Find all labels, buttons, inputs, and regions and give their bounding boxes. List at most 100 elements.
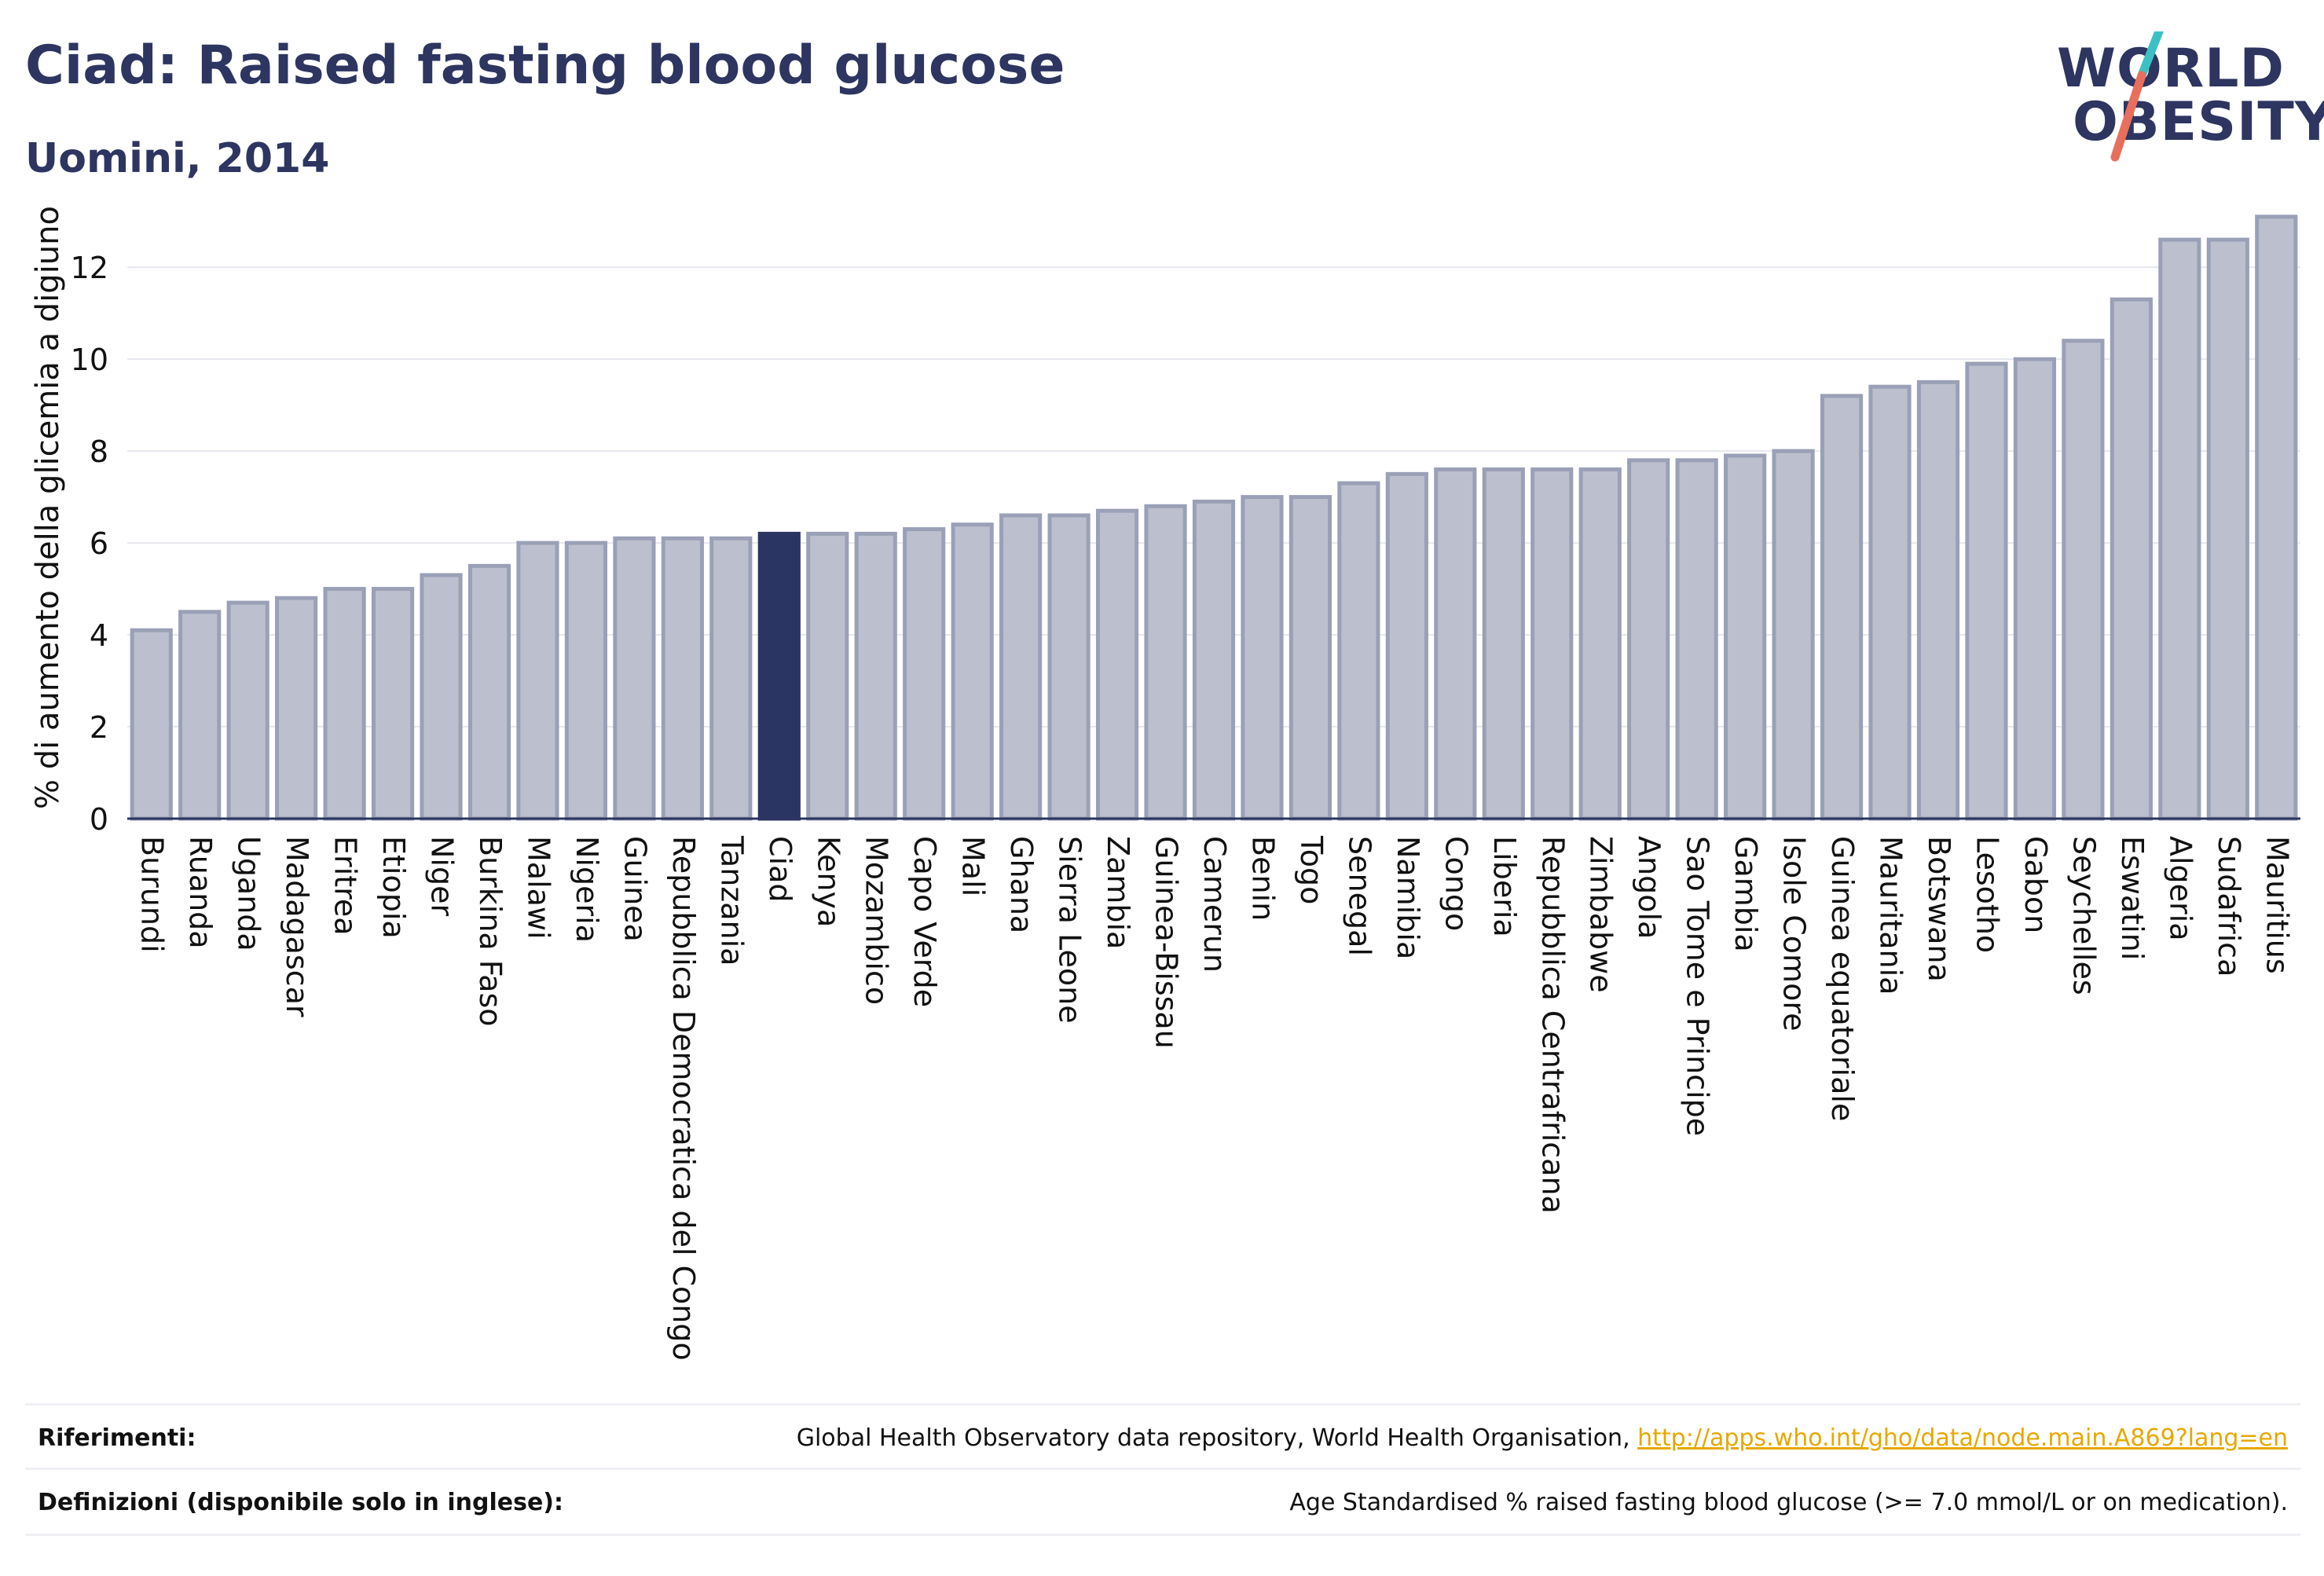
bar-ghana[interactable]: [999, 513, 1043, 821]
x-tick-label: Mauritania: [1874, 836, 1908, 995]
x-tick-label: Tanzania: [714, 835, 749, 966]
bar-guinea[interactable]: [613, 536, 656, 821]
page-subtitle: Uomini, 2014: [25, 135, 330, 182]
bar-nigeria[interactable]: [564, 541, 608, 821]
bar-zimbabwe[interactable]: [1578, 467, 1622, 821]
bar-togo[interactable]: [1288, 495, 1332, 821]
bar-malawi[interactable]: [516, 541, 559, 821]
bar-kenya[interactable]: [806, 531, 849, 821]
bar-guinea-bissau[interactable]: [1144, 504, 1187, 821]
bar-ciad[interactable]: [757, 531, 801, 821]
bar-chart: 0 2 4 6 8 10 12 Burundi Ruanda Uganda Madagascar E…: [30, 206, 2300, 1361]
bar-capo-verde[interactable]: [903, 527, 946, 821]
bar-madagascar[interactable]: [275, 596, 318, 821]
bar-tanzania[interactable]: [709, 536, 753, 821]
bar-guinea-equatoriale[interactable]: [1820, 394, 1864, 821]
x-tick-label: Niger: [425, 836, 460, 916]
x-tick-label: Senegal: [1342, 836, 1376, 956]
page-title: Ciad: Raised fasting blood glucose: [25, 35, 1065, 97]
x-tick-label: Camerun: [1197, 836, 1232, 973]
x-tick-label: Repubblica Democratica del Congo: [666, 836, 701, 1361]
bar-etiopia[interactable]: [371, 587, 415, 821]
bar-mauritius[interactable]: [2255, 214, 2298, 821]
x-tick-label: Zimbabwe: [1584, 836, 1618, 993]
x-tick-label: Gambia: [1728, 836, 1763, 952]
bar-repubblica-centrafricana[interactable]: [1530, 467, 1574, 821]
references-link[interactable]: http://apps.who.int/gho/data/node.main.A…: [1637, 1424, 2288, 1452]
x-tick-label: Sudafrica: [2212, 836, 2246, 977]
y-tick-label: 10: [71, 343, 108, 377]
footer-definitions-row: Definizioni (disponibile solo in inglese…: [25, 1468, 2300, 1534]
x-tick-label: Guinea-Bissau: [1149, 836, 1184, 1049]
logo-line-2: OBESITY: [2073, 91, 2324, 153]
x-tick-label: Isole Comore: [1777, 836, 1812, 1031]
bar-congo[interactable]: [1434, 467, 1477, 821]
bar-mali[interactable]: [951, 522, 994, 821]
bar-ruanda[interactable]: [178, 610, 222, 821]
x-tick-label: Capo Verde: [907, 836, 942, 1007]
bar-lesotho[interactable]: [1965, 361, 2008, 821]
x-tick-label: Algeria: [2163, 836, 2198, 941]
x-tick-label: Guinea: [618, 836, 652, 942]
bar-sierra-leone[interactable]: [1047, 513, 1091, 821]
bar-camerun[interactable]: [1192, 499, 1236, 821]
bar-niger[interactable]: [420, 573, 463, 821]
logo-slash-teal: [2137, 31, 2164, 80]
x-tick-label: Uganda: [232, 836, 266, 951]
y-tick-label: 12: [71, 251, 108, 285]
world-obesity-logo[interactable]: WORLD OBESITY: [2043, 31, 2324, 165]
bar-mauritania[interactable]: [1868, 384, 1912, 821]
x-tick-label: Repubblica Centrafricana: [1535, 836, 1570, 1214]
x-tick-label: Burundi: [135, 836, 170, 953]
bar-senegal[interactable]: [1337, 481, 1380, 821]
x-tick-label: Congo: [1439, 836, 1473, 931]
bar-burkina-faso[interactable]: [467, 563, 511, 821]
bar-botswana[interactable]: [1916, 379, 1960, 821]
bar-isole-comore[interactable]: [1772, 449, 1815, 821]
references-value: Global Health Observatory data repositor…: [797, 1424, 2288, 1452]
bar-algeria[interactable]: [2158, 237, 2201, 821]
bar-zambia[interactable]: [1095, 508, 1139, 821]
x-tick-label: Malawi: [521, 836, 555, 940]
x-tick-label: Eswatini: [2115, 836, 2150, 960]
bar-liberia[interactable]: [1482, 467, 1525, 821]
bar-eswatini[interactable]: [2110, 297, 2153, 821]
x-tick-label: Togo: [1294, 835, 1329, 904]
x-tick-label: Ciad: [763, 836, 797, 903]
footer-divider: [25, 1534, 2300, 1536]
bar-uganda[interactable]: [226, 600, 269, 821]
x-tick-label: Lesotho: [1970, 836, 2004, 953]
x-tick-label: Mali: [956, 836, 991, 896]
x-tick-label: Etiopia: [376, 836, 411, 939]
x-tick-label: Mozambico: [860, 836, 894, 1005]
y-tick-label: 6: [90, 526, 108, 561]
x-tick-label: Eritrea: [328, 836, 363, 936]
x-tick-label: Madagascar: [280, 836, 314, 1017]
x-tick-label: Angola: [1632, 836, 1666, 939]
bar-burundi[interactable]: [130, 628, 173, 821]
x-tick-label: Sao Tome e Principe: [1681, 836, 1715, 1136]
y-axis-ticks: 0 2 4 6 8 10 12: [71, 251, 108, 837]
references-text: Global Health Observatory data repositor…: [796, 1424, 1638, 1452]
bar-mozambico[interactable]: [854, 531, 897, 821]
logo-slash-coral: [2110, 71, 2146, 162]
bar-gambia[interactable]: [1724, 453, 1767, 821]
bar-sao-tome-e-principe[interactable]: [1675, 458, 1718, 821]
bar-repubblica-democratica-del-congo[interactable]: [661, 536, 704, 821]
bar-namibia[interactable]: [1385, 471, 1428, 821]
chart-bars: [130, 214, 2298, 821]
bar-angola[interactable]: [1627, 458, 1670, 821]
definitions-text: Age Standardised % raised fasting blood …: [1289, 1489, 2288, 1516]
y-tick-label: 0: [90, 802, 108, 837]
x-tick-label: Kenya: [811, 836, 845, 927]
bar-benin[interactable]: [1241, 495, 1284, 821]
bar-seychelles[interactable]: [2062, 339, 2105, 821]
y-axis-title: % di aumento della glicemia a digiuno: [30, 206, 66, 809]
bar-sudafrica[interactable]: [2206, 237, 2249, 821]
bar-gabon[interactable]: [2013, 357, 2057, 821]
bar-eritrea[interactable]: [323, 587, 366, 821]
x-tick-label: Namibia: [1391, 836, 1425, 959]
y-tick-label: 4: [90, 618, 108, 653]
footer-references-row: Riferimenti: Global Health Observatory d…: [25, 1403, 2300, 1470]
x-tick-label: Botswana: [1922, 836, 1956, 982]
